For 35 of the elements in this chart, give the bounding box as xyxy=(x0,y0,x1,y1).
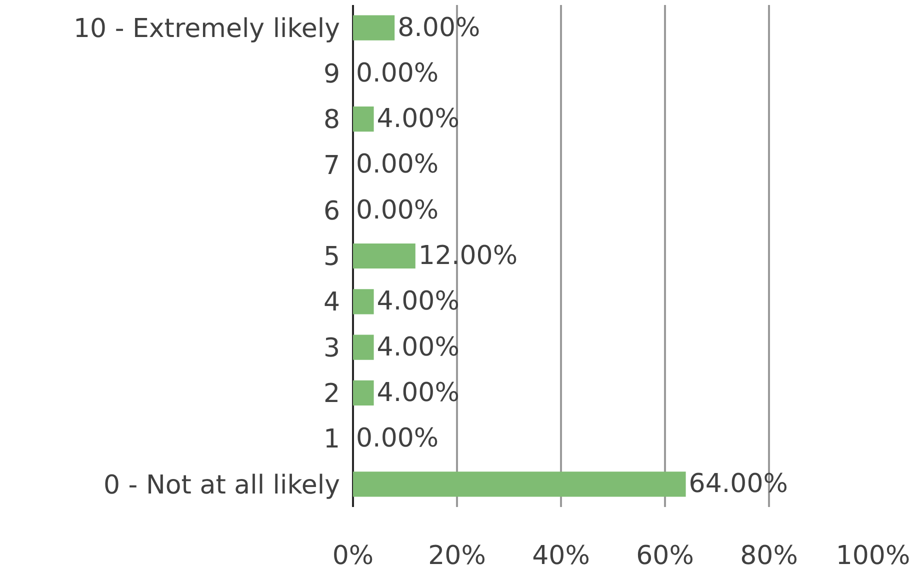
data-label: 12.00% xyxy=(418,241,518,271)
bar xyxy=(353,334,374,360)
x-tick-label: 100% xyxy=(836,541,910,571)
data-label: 4.00% xyxy=(376,378,460,408)
bar xyxy=(353,243,416,269)
data-label: 4.00% xyxy=(376,286,460,317)
data-label: 0.00% xyxy=(356,58,439,88)
x-tick-label: 40% xyxy=(532,541,590,571)
bar xyxy=(353,106,374,132)
data-label: 4.00% xyxy=(376,332,460,362)
x-tick-label: 20% xyxy=(428,541,486,571)
y-tick-label: 5 xyxy=(323,242,340,272)
y-tick-label: 9 xyxy=(323,60,340,90)
bar xyxy=(353,289,374,314)
bar xyxy=(353,380,374,406)
x-tick-label: 60% xyxy=(636,541,694,571)
data-label: 0.00% xyxy=(356,150,439,180)
y-tick-label: 1 xyxy=(323,424,340,455)
bar xyxy=(353,15,395,40)
x-tick-label: 0% xyxy=(332,541,374,571)
y-tick-label: 4 xyxy=(323,288,340,318)
bar xyxy=(353,472,686,497)
data-label: 0.00% xyxy=(356,424,439,454)
data-label: 8.00% xyxy=(398,12,480,43)
y-tick-label: 7 xyxy=(323,150,340,181)
data-label: 0.00% xyxy=(356,195,439,226)
y-tick-label: 0 - Not at all likely xyxy=(104,470,340,500)
y-tick-label: 10 - Extremely likely xyxy=(74,14,340,44)
x-tick-label: 80% xyxy=(740,541,798,571)
y-tick-label: 3 xyxy=(323,333,340,364)
y-tick-label: 2 xyxy=(323,379,340,410)
y-tick-label: 6 xyxy=(323,196,340,226)
y-tick-label: 8 xyxy=(323,105,340,136)
data-label: 64.00% xyxy=(688,469,788,500)
data-label: 4.00% xyxy=(376,104,460,134)
